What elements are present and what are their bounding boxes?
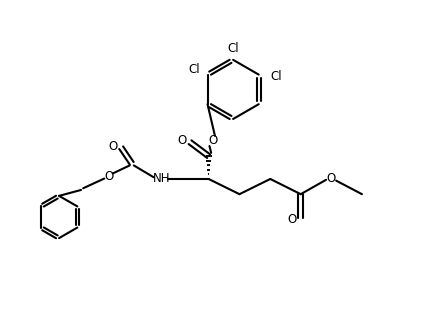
Text: O: O (108, 139, 117, 153)
Text: Cl: Cl (271, 70, 282, 83)
Text: O: O (326, 172, 336, 186)
Text: NH: NH (153, 172, 170, 186)
Text: Cl: Cl (188, 63, 200, 76)
Text: Cl: Cl (227, 41, 239, 55)
Text: O: O (208, 134, 218, 148)
Text: O: O (177, 133, 186, 147)
Text: O: O (287, 213, 297, 225)
Text: O: O (104, 170, 113, 182)
